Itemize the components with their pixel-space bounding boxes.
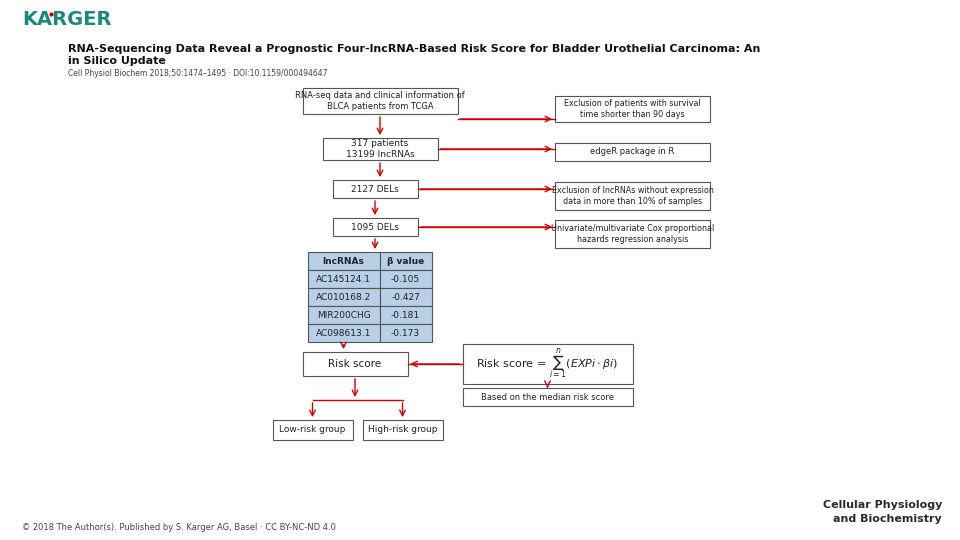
Bar (363, 420, 443, 440)
Bar (379, 252, 431, 270)
Text: MIR200CHG: MIR200CHG (317, 310, 371, 320)
Text: and Biochemistry: and Biochemistry (833, 514, 942, 524)
Bar (307, 252, 379, 270)
Text: Exclusion of patients with survival
time shorter than 90 days: Exclusion of patients with survival time… (564, 99, 701, 119)
Bar (555, 182, 710, 210)
Bar (273, 420, 352, 440)
Text: in Silico Update: in Silico Update (68, 56, 166, 66)
Text: -0.427: -0.427 (391, 293, 420, 301)
Text: KARGER: KARGER (22, 10, 111, 29)
Text: 1095 DELs: 1095 DELs (351, 222, 399, 232)
Text: lncRNAs: lncRNAs (323, 256, 365, 266)
Bar (332, 180, 418, 198)
Bar (555, 143, 710, 161)
Text: -0.173: -0.173 (391, 328, 420, 338)
Text: AC145124.1: AC145124.1 (316, 274, 371, 284)
Text: Exclusion of lncRNAs without expression
data in more than 10% of samples: Exclusion of lncRNAs without expression … (552, 186, 713, 206)
Bar (307, 270, 379, 288)
Text: Low-risk group: Low-risk group (279, 426, 346, 435)
Bar (302, 88, 458, 114)
Text: High-risk group: High-risk group (368, 426, 437, 435)
Bar (379, 270, 431, 288)
Bar (379, 288, 431, 306)
Bar (555, 96, 710, 122)
Bar (307, 288, 379, 306)
Text: -0.181: -0.181 (391, 310, 420, 320)
Bar (332, 218, 418, 236)
Text: Risk score = $\sum_{i=1}^{n}(EXPi \cdot \beta i)$: Risk score = $\sum_{i=1}^{n}(EXPi \cdot … (476, 347, 618, 381)
Text: Risk score: Risk score (328, 359, 381, 369)
Text: Cellular Physiology: Cellular Physiology (823, 500, 942, 510)
Bar (379, 306, 431, 324)
Text: Univariate/multivariate Cox proportional
hazards regression analysis: Univariate/multivariate Cox proportional… (551, 224, 714, 244)
Bar (463, 344, 633, 384)
Text: AC010168.2: AC010168.2 (316, 293, 372, 301)
Text: β value: β value (387, 256, 424, 266)
Bar (302, 352, 407, 376)
Text: 2127 DELs: 2127 DELs (351, 185, 398, 193)
Text: Cell Physiol Biochem 2018;50:1474–1495 · DOI:10.1159/000494647: Cell Physiol Biochem 2018;50:1474–1495 ·… (68, 69, 327, 78)
Text: RNA-seq data and clinical information of
BLCA patients from TCGA: RNA-seq data and clinical information of… (295, 91, 465, 111)
Text: -0.105: -0.105 (391, 274, 420, 284)
Text: RNA-Sequencing Data Reveal a Prognostic Four-lncRNA-Based Risk Score for Bladder: RNA-Sequencing Data Reveal a Prognostic … (68, 44, 760, 54)
Bar (555, 220, 710, 248)
Bar (323, 138, 438, 160)
Text: © 2018 The Author(s). Published by S. Karger AG, Basel · CC BY-NC-ND 4.0: © 2018 The Author(s). Published by S. Ka… (22, 523, 336, 532)
Text: Based on the median risk score: Based on the median risk score (481, 393, 614, 402)
Text: AC098613.1: AC098613.1 (316, 328, 372, 338)
Text: 317 patients
13199 lncRNAs: 317 patients 13199 lncRNAs (346, 139, 415, 159)
Bar (379, 324, 431, 342)
Bar (463, 388, 633, 406)
Text: edgeR package in R: edgeR package in R (590, 147, 675, 157)
Bar (307, 324, 379, 342)
Bar (307, 306, 379, 324)
